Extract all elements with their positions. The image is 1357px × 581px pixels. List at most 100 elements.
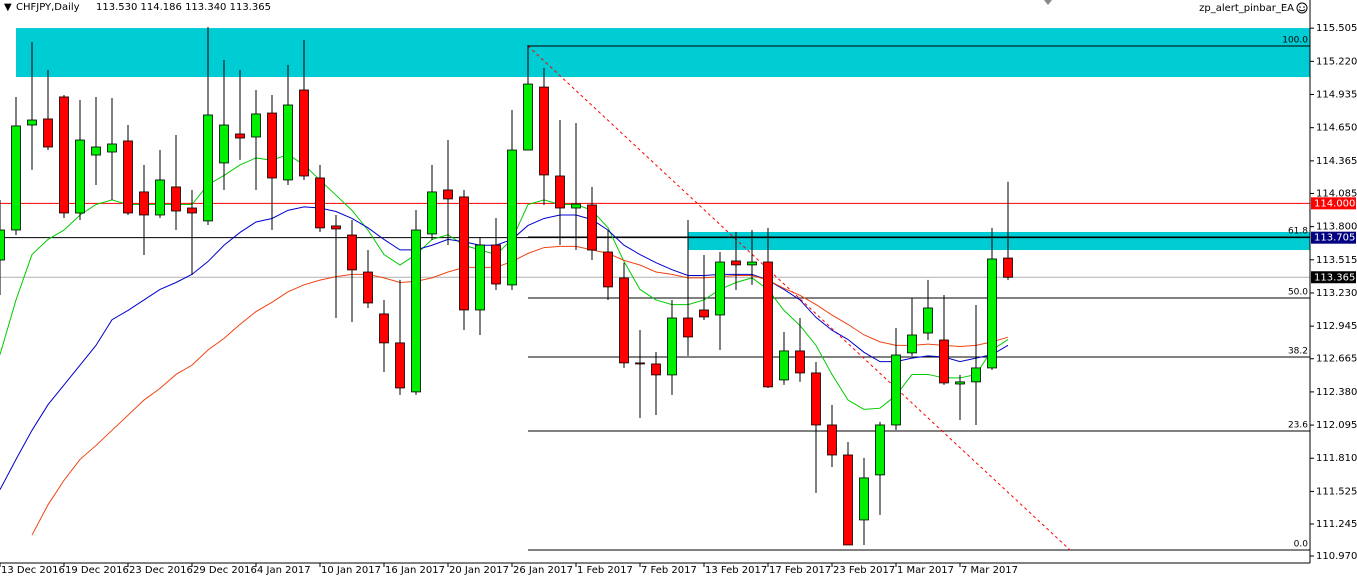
y-tick-label: 110.970 [1316, 551, 1357, 562]
candle-body [843, 454, 853, 546]
candle-body [251, 113, 261, 138]
price-label-box [1311, 271, 1356, 284]
candle-body [571, 203, 581, 209]
candle-body [619, 277, 629, 364]
candle-body [123, 140, 133, 214]
candle-body [107, 143, 117, 153]
fib-label: 61.8 [1288, 226, 1308, 236]
candle-body [875, 424, 885, 476]
candle-body [971, 367, 981, 383]
x-tick-label: 19 Dec 2016 [65, 565, 129, 576]
candle-body [827, 424, 837, 456]
candle-body [587, 204, 597, 251]
candle-body [43, 118, 53, 148]
candle-body [747, 261, 757, 266]
zone [688, 231, 1310, 251]
candle-body [59, 96, 69, 214]
x-tick-label: 1 Feb 2017 [577, 565, 633, 576]
y-tick-label: 113.800 [1316, 222, 1357, 233]
candle-body [11, 125, 21, 231]
candle-body [363, 271, 373, 304]
candle-body [203, 114, 213, 222]
candle-body [27, 119, 37, 126]
moving-average [0, 153, 1009, 410]
candle-body [315, 177, 325, 229]
candle-body [475, 244, 485, 311]
x-tick-label: 13 Dec 2016 [1, 565, 65, 576]
candle-body [507, 149, 517, 286]
zone [16, 28, 1310, 78]
candle-body [331, 225, 341, 230]
y-tick-label: 114.650 [1316, 123, 1357, 134]
candle-body [491, 244, 501, 285]
candle-body [683, 317, 693, 338]
candle-body [907, 334, 917, 354]
expert-name: zp_alert_pinbar_EA [1199, 3, 1294, 14]
x-tick-label: 20 Jan 2017 [449, 565, 509, 576]
price-label: 113.365 [1314, 272, 1355, 283]
y-tick-label: 112.665 [1316, 354, 1357, 365]
candle-body [811, 372, 821, 426]
x-tick-label: 7 Feb 2017 [641, 565, 697, 576]
candle-body [379, 313, 389, 344]
candle-body [139, 191, 149, 216]
x-tick-label: 16 Jan 2017 [385, 565, 445, 576]
y-tick-label: 111.810 [1316, 453, 1357, 464]
candle-body [667, 317, 677, 376]
y-tick-label: 111.525 [1316, 486, 1357, 497]
candle-body [1003, 257, 1013, 278]
y-tick-label: 114.935 [1316, 90, 1357, 101]
y-tick-label: 113.230 [1316, 288, 1357, 299]
y-tick-label: 111.245 [1316, 519, 1357, 530]
candle-body [187, 207, 197, 214]
candle-body [539, 86, 549, 176]
candle-body [459, 196, 469, 311]
y-tick-label: 112.095 [1316, 420, 1357, 431]
candle-body [859, 477, 869, 521]
candle-body [411, 229, 421, 393]
candle-body [635, 362, 645, 365]
expert-icon [1296, 2, 1308, 14]
candle-body [699, 309, 709, 318]
candle-body [443, 189, 453, 200]
candle-body [219, 124, 229, 164]
candle-body [651, 363, 661, 376]
candle-body [891, 354, 901, 426]
candle-body [283, 104, 293, 181]
candle-body [171, 186, 181, 212]
candle-body [939, 339, 949, 384]
fib-label: 23.6 [1288, 421, 1308, 431]
x-tick-label: 13 Feb 2017 [705, 565, 767, 576]
candle-body [267, 112, 277, 179]
price-label: 114.000 [1314, 198, 1355, 209]
y-tick-label: 112.380 [1316, 387, 1357, 398]
candle-body [955, 381, 965, 385]
fib-label: 50.0 [1288, 287, 1308, 297]
fib-label: 0.0 [1294, 539, 1309, 549]
fib-label: 100.0 [1282, 35, 1308, 45]
x-tick-label: 23 Dec 2016 [129, 565, 193, 576]
quote: 113.530 114.186 113.340 113.365 [96, 2, 271, 13]
candle-body [347, 234, 357, 271]
candle-body [91, 146, 101, 156]
price-label-box [1311, 231, 1356, 244]
candle-body [779, 350, 789, 381]
candle-body [427, 191, 437, 235]
candle-body [731, 260, 741, 266]
x-tick-label: 29 Dec 2016 [193, 565, 257, 576]
symbol: CHFJPY,Daily [16, 2, 80, 13]
price-label-box [1311, 197, 1356, 210]
y-tick-label: 114.085 [1316, 188, 1357, 199]
candle-body [395, 342, 405, 389]
candle-body [155, 179, 165, 216]
shift-marker [1044, 0, 1052, 5]
candle-body [0, 229, 5, 261]
candle-body [603, 251, 613, 288]
candle-body [235, 133, 245, 139]
x-tick-label: 7 Mar 2017 [961, 565, 1018, 576]
candle-body [795, 350, 805, 374]
x-tick-label: 10 Jan 2017 [321, 565, 381, 576]
candle-body [763, 261, 773, 388]
